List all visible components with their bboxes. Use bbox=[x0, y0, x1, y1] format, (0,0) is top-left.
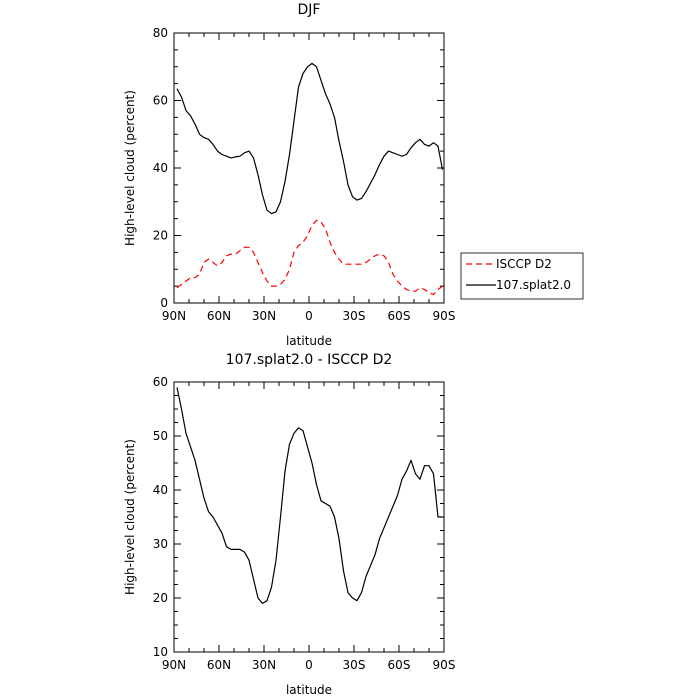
x-tick-label: 0 bbox=[305, 658, 313, 672]
x-tick-label: 90S bbox=[433, 658, 456, 672]
plot-frame bbox=[173, 381, 445, 653]
y-tick-label: 20 bbox=[153, 591, 168, 605]
series-lines bbox=[176, 62, 444, 296]
series-line-1 bbox=[176, 62, 444, 215]
x-axis-label: latitude bbox=[286, 683, 332, 697]
y-tick-label: 10 bbox=[153, 645, 168, 659]
x-tick-label: 0 bbox=[305, 309, 313, 323]
y-tick-label: 20 bbox=[153, 229, 168, 243]
series-line-0 bbox=[176, 387, 443, 604]
x-tick-label: 60S bbox=[388, 309, 411, 323]
y-axis-label: High-level cloud (percent) bbox=[123, 90, 137, 246]
x-tick-label: 90S bbox=[433, 309, 456, 323]
legend-label-isccp-d2: ISCCP D2 bbox=[496, 257, 552, 271]
y-tick-label: 0 bbox=[160, 296, 168, 310]
plot-frame bbox=[173, 32, 445, 304]
y-tick-label: 50 bbox=[153, 429, 168, 443]
series-line-0 bbox=[176, 219, 443, 296]
legend-label-107-splat2: 107.splat2.0 bbox=[496, 278, 571, 292]
x-tick-label: 60S bbox=[388, 658, 411, 672]
axis-ticks: 90N 60N 30N 0 30S 60S 90S 0 20 40 60 80 bbox=[153, 26, 456, 323]
series-lines bbox=[176, 387, 443, 604]
axis-ticks: 90N 60N 30N 0 30S 60S 90S 10 20 30 40 50 60 bbox=[153, 375, 456, 672]
x-tick-label: 60N bbox=[207, 309, 231, 323]
y-tick-label: 60 bbox=[153, 375, 168, 389]
y-tick-label: 40 bbox=[153, 161, 168, 175]
legend: ISCCP D2 107.splat2.0 bbox=[460, 252, 584, 300]
panel-djf: DJF High-level cloud (percent) latitude … bbox=[123, 2, 584, 348]
x-tick-label: 90N bbox=[162, 309, 186, 323]
legend-box bbox=[460, 252, 584, 300]
x-tick-label: 60N bbox=[207, 658, 231, 672]
chart-title: 107.splat2.0 - ISCCP D2 bbox=[226, 352, 393, 368]
x-tick-label: 90N bbox=[162, 658, 186, 672]
x-axis-label: latitude bbox=[286, 334, 332, 348]
y-tick-label: 40 bbox=[153, 483, 168, 497]
x-tick-label: 30N bbox=[252, 658, 276, 672]
x-tick-label: 30S bbox=[343, 309, 366, 323]
x-tick-label: 30S bbox=[343, 658, 366, 672]
y-tick-label: 60 bbox=[153, 94, 168, 108]
x-tick-label: 30N bbox=[252, 309, 276, 323]
y-axis-label: High-level cloud (percent) bbox=[123, 439, 137, 595]
y-tick-label: 80 bbox=[153, 26, 168, 40]
chart-title: DJF bbox=[298, 2, 321, 18]
panel-difference: 107.splat2.0 - ISCCP D2 High-level cloud… bbox=[123, 352, 455, 697]
y-tick-label: 30 bbox=[153, 537, 168, 551]
